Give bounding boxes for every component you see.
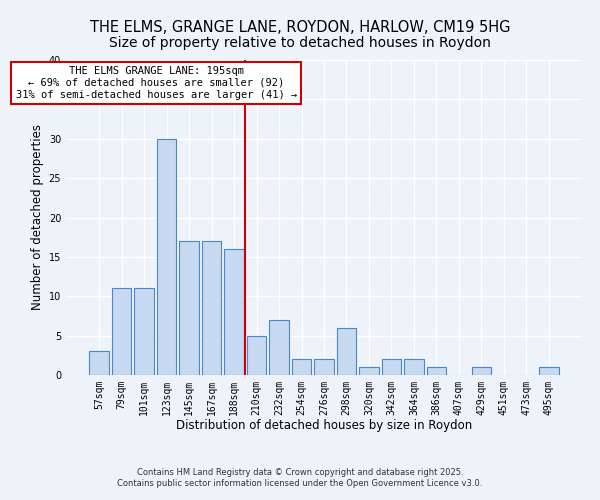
Bar	[112, 288, 131, 375]
Bar	[179, 241, 199, 375]
Text: Contains HM Land Registry data © Crown copyright and database right 2025.
Contai: Contains HM Land Registry data © Crown c…	[118, 468, 482, 487]
Text: THE ELMS, GRANGE LANE, ROYDON, HARLOW, CM19 5HG: THE ELMS, GRANGE LANE, ROYDON, HARLOW, C…	[90, 20, 510, 35]
Bar	[89, 352, 109, 375]
Bar	[134, 288, 154, 375]
Bar	[202, 241, 221, 375]
Bar	[404, 359, 424, 375]
Text: THE ELMS GRANGE LANE: 195sqm
← 69% of detached houses are smaller (92)
31% of se: THE ELMS GRANGE LANE: 195sqm ← 69% of de…	[16, 66, 297, 100]
Bar	[224, 249, 244, 375]
Text: Size of property relative to detached houses in Roydon: Size of property relative to detached ho…	[109, 36, 491, 50]
Bar	[269, 320, 289, 375]
Bar	[427, 367, 446, 375]
Bar	[157, 138, 176, 375]
X-axis label: Distribution of detached houses by size in Roydon: Distribution of detached houses by size …	[176, 420, 472, 432]
Bar	[292, 359, 311, 375]
Y-axis label: Number of detached properties: Number of detached properties	[31, 124, 44, 310]
Bar	[472, 367, 491, 375]
Bar	[382, 359, 401, 375]
Bar	[247, 336, 266, 375]
Bar	[314, 359, 334, 375]
Bar	[359, 367, 379, 375]
Bar	[337, 328, 356, 375]
Bar	[539, 367, 559, 375]
